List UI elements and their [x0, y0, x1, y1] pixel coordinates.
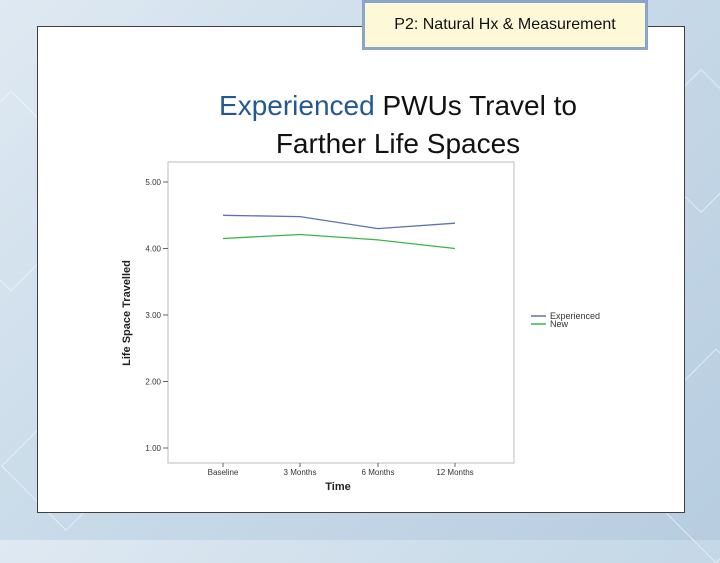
- x-tick-label: 6 Months: [362, 468, 395, 477]
- x-axis-title: Time: [325, 481, 350, 493]
- section-tag: P2: Natural Hx & Measurement: [362, 0, 648, 50]
- line-chart: 1.00 2.00 3.00 4.00 5.00 Baseline 3 Months 6 M…: [121, 161, 600, 493]
- title-line2: Farther Life Spaces: [275, 128, 521, 159]
- slide-title: Experienced PWUs Travel to Farther Life …: [138, 87, 658, 163]
- y-tick-label: 5.00: [145, 178, 161, 187]
- title-line1: PWUs Travel to: [374, 90, 577, 121]
- x-tick-label: 3 Months: [284, 468, 317, 477]
- y-tick-label: 3.00: [145, 311, 161, 320]
- y-axis-title: Life Space Travelled: [121, 260, 133, 366]
- y-tick-label: 2.00: [145, 378, 161, 387]
- y-tick-label: 4.00: [145, 245, 161, 254]
- plot-area: [167, 161, 515, 464]
- series-line-experienced: [222, 214, 456, 230]
- x-axis: Baseline 3 Months 6 Months 12 Months: [208, 463, 474, 477]
- series-line-new: [222, 233, 456, 250]
- legend-label: Experienced: [550, 311, 600, 321]
- x-tick-label: Baseline: [208, 468, 239, 477]
- slide: Experienced PWUs Travel to Farther Life …: [37, 26, 685, 513]
- series-lines: [222, 214, 456, 250]
- title-accent: Experienced: [219, 90, 375, 121]
- legend-label: New: [550, 319, 569, 329]
- x-tick-label: 12 Months: [436, 468, 473, 477]
- y-axis: 1.00 2.00 3.00 4.00 5.00: [145, 178, 168, 453]
- y-tick-label: 1.00: [145, 444, 161, 453]
